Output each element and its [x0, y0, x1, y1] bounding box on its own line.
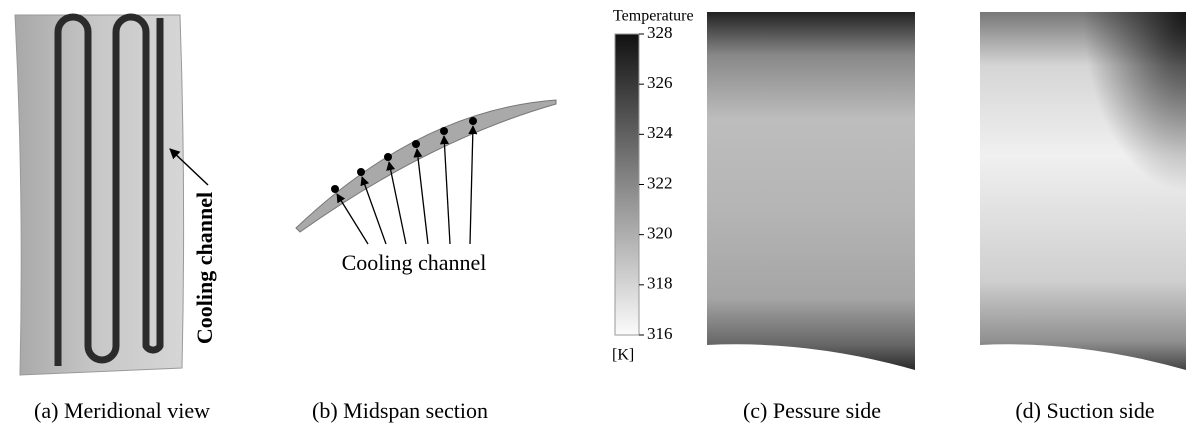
caption: (b) Midspan section [312, 398, 488, 423]
label: Cooling channel [192, 192, 217, 344]
hot-spot [980, 12, 1186, 370]
tick-label: 318 [647, 274, 673, 293]
tick-label: 324 [647, 123, 673, 142]
arrow [389, 162, 406, 244]
temperature-map [707, 12, 915, 370]
hole [357, 168, 365, 176]
arrow [362, 177, 386, 244]
colorbar [615, 34, 639, 335]
label: Cooling channel [342, 250, 487, 275]
figure: Cooling channel (a) Meridional view Cool… [0, 0, 1194, 425]
tick-label: 326 [647, 73, 673, 92]
tick-label: 320 [647, 224, 673, 243]
airfoil [296, 100, 556, 232]
hole [331, 185, 339, 193]
tick-label: 328 [647, 23, 673, 42]
arrow [444, 136, 450, 244]
caption: (a) Meridional view [34, 398, 210, 423]
tick-label: 316 [647, 324, 673, 343]
hole [384, 153, 392, 161]
arrow [470, 126, 473, 244]
tick-label: 322 [647, 173, 673, 192]
caption: (d) Suction side [1015, 398, 1154, 423]
hole [469, 117, 477, 125]
caption: (c) Pessure side [743, 398, 881, 423]
colorbar-unit: [K] [612, 347, 634, 364]
arrow [417, 149, 428, 244]
arrow [337, 194, 368, 244]
hole [412, 140, 420, 148]
hole [440, 127, 448, 135]
